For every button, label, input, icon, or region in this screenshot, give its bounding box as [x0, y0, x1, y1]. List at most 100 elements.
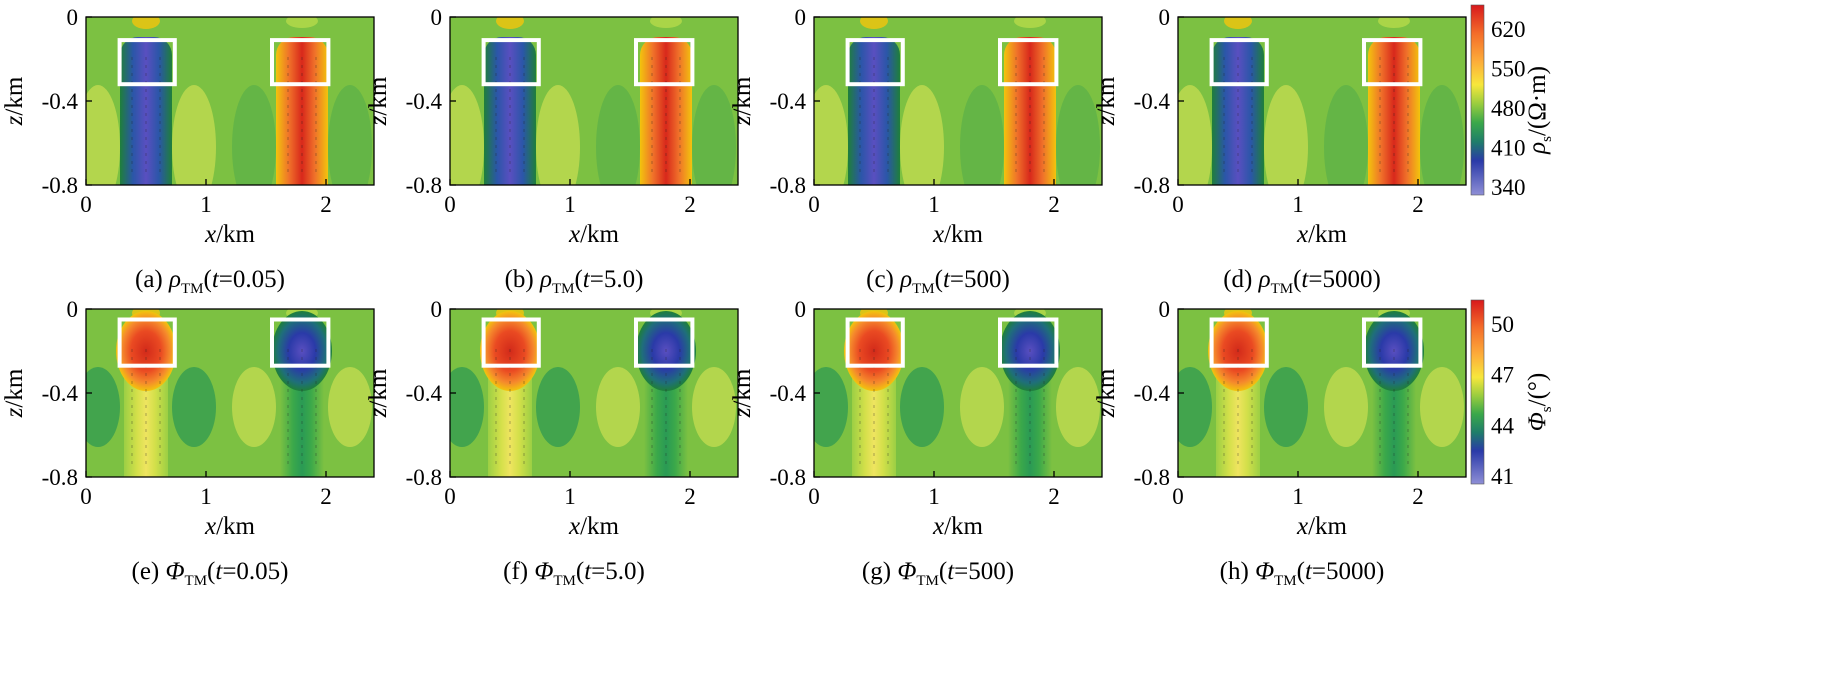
highlight-box: [634, 317, 695, 368]
surface-blob: [132, 17, 160, 29]
plot-area: [86, 309, 374, 477]
highlight-box: [845, 38, 905, 87]
side-lobe: [328, 85, 372, 185]
x-axis-label: x/km: [568, 513, 620, 540]
x-axis-label: x/km: [204, 513, 256, 540]
highlight-box: [845, 317, 905, 368]
x-tick-label: 0: [808, 484, 820, 509]
side-lobe: [692, 367, 736, 447]
x-tick-label: 2: [320, 484, 332, 509]
highlight-box: [270, 317, 331, 368]
y-tick-label: -0.8: [406, 173, 442, 198]
surface-blob: [1014, 17, 1046, 28]
y-tick-label: 0: [67, 297, 79, 322]
anomaly-high: [1368, 37, 1420, 185]
y-tick-label: -0.4: [406, 381, 443, 406]
side-lobe: [1056, 85, 1100, 185]
side-lobe: [1178, 367, 1212, 447]
plot-area: [86, 17, 374, 185]
panel-caption: (d) ρTM(t=5000): [1223, 266, 1381, 297]
panel-d: 0 1 2 0 -0.4 -0.8 x/km z/km (d) ρTM(t=5000): [1093, 5, 1467, 297]
x-tick-label: 1: [928, 484, 940, 509]
colorbar-phi: 50 47 44 41 Φs/(°): [1470, 299, 1555, 489]
x-tick-label: 1: [200, 484, 212, 509]
surface-blob: [1378, 17, 1410, 28]
y-tick-label: 0: [795, 5, 807, 30]
side-lobe: [1420, 85, 1464, 185]
y-tick-label: 0: [1159, 5, 1171, 30]
y-tick-label: -0.8: [1134, 465, 1170, 490]
highlight-box: [117, 38, 177, 87]
y-axis-label: z/km: [1093, 76, 1120, 126]
side-lobe: [328, 367, 372, 447]
y-tick-label: -0.4: [42, 381, 79, 406]
anomaly-low: [120, 37, 172, 185]
panel-f: 0 1 2 0 -0.4 -0.8 x/km z/km (f) ΦTM(t=5.0): [365, 297, 739, 589]
x-tick-label: 0: [444, 192, 456, 217]
x-tick-label: 0: [808, 192, 820, 217]
plot-area: [814, 17, 1102, 185]
side-lobe: [1264, 367, 1308, 447]
anomaly-high: [1004, 37, 1056, 185]
panel-h: 0 1 2 0 -0.4 -0.8 x/km z/km (h) ΦTM(t=5000): [1093, 297, 1467, 589]
side-lobe: [86, 367, 120, 447]
panel-caption: (c) ρTM(t=500): [866, 266, 1010, 297]
panel-c: 0 1 2 0 -0.4 -0.8 x/km z/km (c) ρTM(t=500): [729, 5, 1103, 297]
y-tick-label: -0.4: [406, 89, 443, 114]
panel-caption: (b) ρTM(t=5.0): [505, 266, 644, 297]
highlight-box: [1209, 38, 1269, 87]
plot-area: [814, 309, 1102, 477]
colorbar-tick-label: 44: [1491, 413, 1515, 438]
colorbar-tick-label: 340: [1491, 175, 1526, 200]
colorbar-tick-label: 41: [1491, 464, 1514, 489]
panel-e: 0 1 2 0 -0.4 -0.8 x/km z/km (e) ΦTM(t=0.05): [1, 297, 375, 589]
panel-caption: (g) ΦTM(t=500): [862, 558, 1014, 589]
side-lobe: [900, 85, 944, 185]
colorbar-gradient: [1470, 4, 1485, 196]
y-axis-label: z/km: [729, 76, 756, 126]
panel-caption: (a) ρTM(t=0.05): [135, 266, 285, 297]
x-axis-label: x/km: [1296, 221, 1348, 248]
y-tick-label: -0.8: [42, 465, 78, 490]
x-tick-label: 1: [928, 192, 940, 217]
x-tick-label: 2: [1048, 484, 1060, 509]
side-lobe: [1324, 85, 1368, 185]
side-lobe: [172, 367, 216, 447]
x-axis-label: x/km: [932, 221, 984, 248]
x-tick-label: 1: [1292, 484, 1304, 509]
side-lobe: [692, 85, 736, 185]
panel-b: 0 1 2 0 -0.4 -0.8 x/km z/km (b) ρTM(t=5.0): [365, 5, 739, 297]
y-tick-label: -0.4: [770, 89, 807, 114]
side-lobe: [596, 367, 640, 447]
y-tick-label: -0.4: [1134, 89, 1171, 114]
anomaly-low: [848, 37, 900, 185]
side-lobe: [450, 85, 484, 185]
x-tick-label: 0: [1172, 192, 1184, 217]
highlight-box: [481, 317, 541, 368]
x-tick-label: 2: [1048, 192, 1060, 217]
x-tick-label: 0: [1172, 484, 1184, 509]
side-lobe: [1056, 367, 1100, 447]
side-lobe: [86, 85, 120, 185]
y-tick-label: -0.8: [770, 173, 806, 198]
y-tick-label: -0.4: [770, 381, 807, 406]
side-lobe: [1178, 85, 1212, 185]
panel-g: 0 1 2 0 -0.4 -0.8 x/km z/km (g) ΦTM(t=500): [729, 297, 1103, 589]
surface-blob: [286, 17, 318, 28]
panel-caption: (f) ΦTM(t=5.0): [503, 558, 645, 589]
side-lobe: [960, 367, 1004, 447]
x-tick-label: 2: [1412, 192, 1424, 217]
x-tick-label: 1: [564, 484, 576, 509]
side-lobe: [1324, 367, 1368, 447]
y-tick-label: 0: [795, 297, 807, 322]
y-tick-label: 0: [67, 5, 79, 30]
y-axis-label: z/km: [1, 76, 28, 126]
colorbar-tick-label: 50: [1491, 312, 1514, 337]
highlight-box: [998, 38, 1059, 87]
side-lobe: [900, 367, 944, 447]
panel-caption: (e) ΦTM(t=0.05): [132, 558, 289, 589]
plot-area: [1178, 17, 1466, 185]
y-axis-label: z/km: [1093, 368, 1120, 418]
highlight-box: [481, 38, 541, 87]
x-tick-label: 1: [200, 192, 212, 217]
